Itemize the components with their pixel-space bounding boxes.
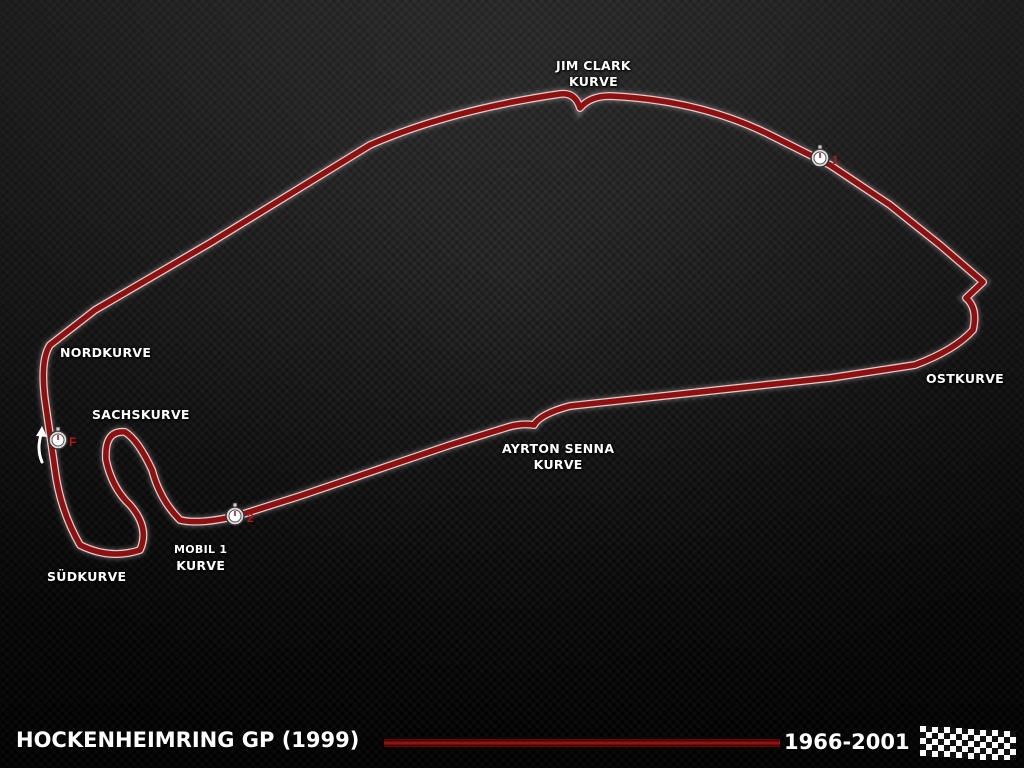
checkered-flag-icon [920,726,1016,760]
corner-label-sudkurve: SÜDKURVE [47,569,127,584]
circuit-title: HOCKENHEIMRING GP (1999) [16,728,360,752]
track-surface [40,91,986,557]
corner-label-jim-clark: JIM CLARK KURVE [556,58,631,89]
circuit-years: 1966-2001 [784,730,910,754]
stopwatch-icon [48,426,68,450]
stopwatch-icon [810,144,830,168]
corner-label-sachskurve: SACHSKURVE [92,407,190,422]
track-outline-glow [37,88,992,560]
corner-label-ayrton-senna: AYRTON SENNA KURVE [502,441,615,472]
direction-arrow-icon [36,426,47,464]
sector2-marker: 2 [247,511,254,525]
corner-label-mobil1: MOBIL 1 KURVE [174,543,228,573]
finish-marker: F [69,435,76,449]
corner-label-ostkurve: OSTKURVE [926,371,1005,386]
corner-label-nordkurve: NORDKURVE [60,345,152,360]
footer-divider [384,739,780,747]
sector1-marker: 1 [832,153,839,167]
stopwatch-icon [225,502,245,526]
track-outline-edge [39,89,987,558]
circuit-track [37,88,992,560]
